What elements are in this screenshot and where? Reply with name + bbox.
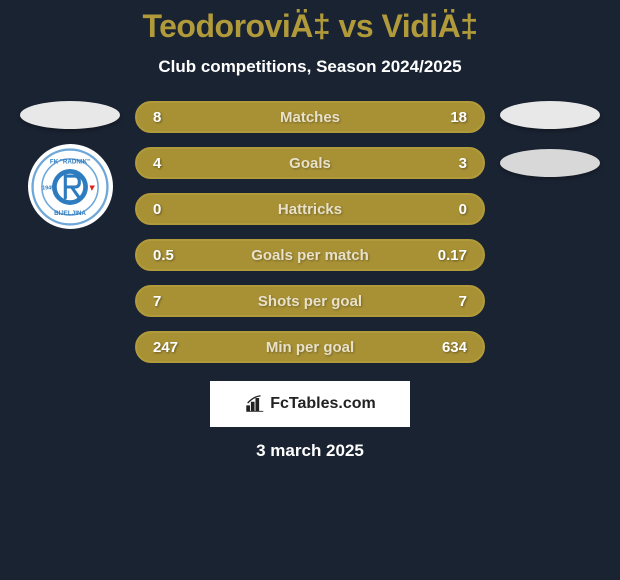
stat-left-value: 7	[153, 293, 193, 310]
club-badge-left: FK "RADNIK" BIJELJINA 1945	[28, 144, 113, 229]
stat-right-value: 7	[427, 293, 467, 310]
chart-icon	[244, 393, 266, 415]
right-side	[495, 101, 605, 177]
root: TeodoroviÄ‡ vs VidiÄ‡ Club competitions,…	[0, 0, 620, 461]
stat-right-value: 0.17	[427, 247, 467, 264]
stat-right-value: 0	[427, 201, 467, 218]
stat-label: Goals per match	[251, 247, 369, 264]
stat-row-min-per-goal: 247 Min per goal 634	[135, 331, 485, 363]
stat-left-value: 0.5	[153, 247, 193, 264]
main-row: FK "RADNIK" BIJELJINA 1945 8 Matches 18 …	[0, 101, 620, 363]
stats-column: 8 Matches 18 4 Goals 3 0 Hattricks 0 0.5…	[135, 101, 485, 363]
stat-row-goals: 4 Goals 3	[135, 147, 485, 179]
stat-left-value: 247	[153, 339, 193, 356]
stat-row-shots-per-goal: 7 Shots per goal 7	[135, 285, 485, 317]
stat-label: Shots per goal	[258, 293, 362, 310]
date-text: 3 march 2025	[0, 441, 620, 461]
subtitle: Club competitions, Season 2024/2025	[0, 57, 620, 77]
stat-left-value: 0	[153, 201, 193, 218]
page-title: TeodoroviÄ‡ vs VidiÄ‡	[0, 8, 620, 45]
svg-text:FK "RADNIK": FK "RADNIK"	[50, 158, 90, 165]
stat-right-value: 18	[427, 109, 467, 126]
stat-right-value: 634	[427, 339, 467, 356]
player-ellipse-right-1	[500, 101, 600, 129]
left-side: FK "RADNIK" BIJELJINA 1945	[15, 101, 125, 229]
footer-brand-box: FcTables.com	[210, 381, 410, 427]
stat-label: Min per goal	[266, 339, 354, 356]
svg-text:BIJELJINA: BIJELJINA	[54, 210, 86, 217]
footer-brand-text: FcTables.com	[270, 395, 376, 413]
player-ellipse-right-2	[500, 149, 600, 177]
club-badge-icon: FK "RADNIK" BIJELJINA 1945	[31, 148, 109, 226]
footer-brand: FcTables.com	[244, 393, 376, 415]
stat-row-goals-per-match: 0.5 Goals per match 0.17	[135, 239, 485, 271]
stat-right-value: 3	[427, 155, 467, 172]
stat-label: Goals	[289, 155, 331, 172]
stat-label: Matches	[280, 109, 340, 126]
stat-left-value: 4	[153, 155, 193, 172]
stat-row-matches: 8 Matches 18	[135, 101, 485, 133]
stat-row-hattricks: 0 Hattricks 0	[135, 193, 485, 225]
player-ellipse-left	[20, 101, 120, 129]
stat-label: Hattricks	[278, 201, 342, 218]
stat-left-value: 8	[153, 109, 193, 126]
